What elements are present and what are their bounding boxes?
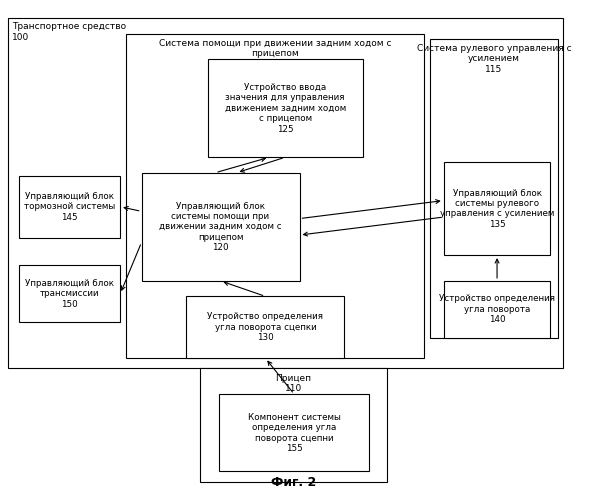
Text: Транспортное средство
100: Транспортное средство 100	[12, 22, 126, 42]
Text: Система помощи при движении задним ходом с
прицепом
105: Система помощи при движении задним ходом…	[159, 39, 391, 68]
Text: Прицеп
110: Прицеп 110	[276, 374, 312, 393]
Text: Устройство ввода
значения для управления
движением задним ходом
с прицепом
125: Устройство ввода значения для управления…	[225, 83, 346, 134]
Text: Управляющий блок
системы помощи при
движении задним ходом с
прицепом
120: Управляющий блок системы помощи при движ…	[160, 202, 282, 252]
Bar	[8, 18, 563, 368]
Text: Система рулевого управления с
усилением
115: Система рулевого управления с усилением …	[416, 44, 571, 74]
Bar	[19, 176, 120, 238]
Bar	[219, 394, 369, 471]
Text: Компонент системы
определения угла
поворота сцепни
155: Компонент системы определения угла повор…	[248, 412, 340, 453]
Text: Управляющий блок
системы рулевого
управления с усилением
135: Управляющий блок системы рулевого управл…	[440, 188, 554, 229]
Text: Управляющий блок
трансмиссии
150: Управляющий блок трансмиссии 150	[25, 279, 114, 308]
Bar	[126, 34, 425, 358]
Bar	[200, 368, 387, 482]
Bar	[444, 281, 550, 338]
Bar	[444, 162, 550, 255]
Text: Управляющий блок
тормозной системы
145: Управляющий блок тормозной системы 145	[24, 192, 115, 222]
Text: Фиг. 2: Фиг. 2	[271, 476, 316, 489]
Bar	[208, 60, 362, 158]
Text: Устройство определения
угла поворота
140: Устройство определения угла поворота 140	[439, 294, 555, 324]
Bar	[19, 266, 120, 322]
Text: Устройство определения
угла поворота сцепки
130: Устройство определения угла поворота сце…	[208, 312, 323, 342]
Bar	[186, 296, 345, 358]
Bar	[142, 172, 299, 281]
Bar	[430, 39, 558, 338]
